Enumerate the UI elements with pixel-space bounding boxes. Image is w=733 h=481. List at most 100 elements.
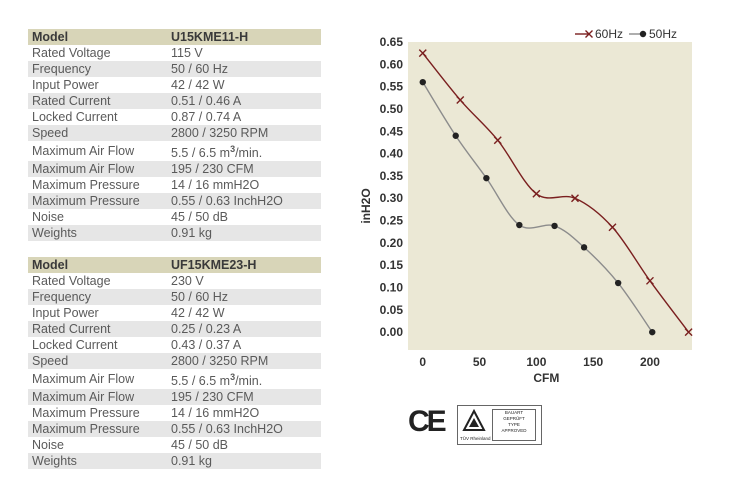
spec-value: 2800 / 3250 RPM <box>167 353 321 369</box>
spec-value: UF15KME23-H <box>167 257 321 273</box>
spec-label: Input Power <box>28 305 167 321</box>
spec-table-uf15kme23: Model UF15KME23-H Rated Voltage 230 V Freque… <box>28 257 321 470</box>
y-tick-label: 0.50 <box>380 102 404 116</box>
x-tick-label: 50 <box>473 355 487 369</box>
spec-label: Rated Voltage <box>28 273 167 289</box>
spec-value: 0.25 / 0.23 A <box>167 321 321 337</box>
spec-label: Weights <box>28 453 167 470</box>
spec-value: 0.43 / 0.37 A <box>167 337 321 353</box>
spec-row: Weights 0.91 kg <box>28 225 321 242</box>
spec-label: Maximum Pressure <box>28 177 167 194</box>
legend-marker-50Hz <box>639 30 647 38</box>
spec-label: Maximum Pressure <box>28 421 167 438</box>
y-tick-label: 0.35 <box>380 169 404 183</box>
spec-row: Noise 45 / 50 dB <box>28 209 321 226</box>
spec-value: 5.5 / 6.5 m3/min. <box>167 369 321 390</box>
tuv-label: TÜV Rheinland <box>460 436 491 441</box>
data-point-60Hz <box>493 136 502 145</box>
y-tick-label: 0.60 <box>380 57 404 71</box>
spec-value: 5.5 / 6.5 m3/min. <box>167 141 321 162</box>
y-tick-label: 0.45 <box>380 124 404 138</box>
spec-value: 195 / 230 CFM <box>167 389 321 406</box>
spec-row: Speed 2800 / 3250 RPM <box>28 353 321 369</box>
spec-value: 0.51 / 0.46 A <box>167 93 321 109</box>
legend-marker-60Hz <box>585 30 593 38</box>
y-tick-label: 0.20 <box>380 236 404 250</box>
spec-label: Maximum Pressure <box>28 193 167 210</box>
spec-label: Rated Current <box>28 321 167 337</box>
spec-row: Maximum Air Flow 5.5 / 6.5 m3/min. <box>28 141 321 162</box>
y-axis-label: inH2O <box>359 188 373 223</box>
series-line-50Hz <box>422 81 653 333</box>
y-tick-label: 0.30 <box>380 191 404 205</box>
y-tick-label: 0.05 <box>380 303 404 317</box>
spec-value: 42 / 42 W <box>167 77 321 93</box>
legend-label-50Hz: 50Hz <box>649 27 677 41</box>
data-point-60Hz <box>418 49 427 58</box>
data-point-60Hz <box>645 276 654 285</box>
spec-label: Frequency <box>28 61 167 77</box>
x-tick-label: 200 <box>640 355 660 369</box>
spec-row: Locked Current 0.87 / 0.74 A <box>28 109 321 125</box>
tuv-box-line: GEPRÜFT <box>503 416 525 421</box>
data-point-50Hz <box>551 222 558 230</box>
spec-label: Locked Current <box>28 337 167 353</box>
spec-value: 195 / 230 CFM <box>167 161 321 178</box>
spec-label: Noise <box>28 209 167 226</box>
x-tick-label: 100 <box>526 355 546 369</box>
spec-row: Maximum Pressure 14 / 16 mmH2O <box>28 405 321 422</box>
spec-label: Maximum Air Flow <box>28 161 167 178</box>
spec-value: 14 / 16 mmH2O <box>167 405 321 422</box>
data-point-60Hz <box>570 194 579 203</box>
data-point-60Hz <box>456 96 465 105</box>
unit-superscript: 3 <box>230 372 236 382</box>
data-point-50Hz <box>419 78 426 86</box>
tuv-box-line: APPROVED <box>501 428 527 433</box>
y-tick-label: 0.65 <box>380 35 404 49</box>
spec-label: Noise <box>28 437 167 454</box>
y-tick-label: 0.00 <box>380 325 404 339</box>
y-tick-label: 0.40 <box>380 147 404 161</box>
y-tick-label: 0.25 <box>380 214 404 228</box>
spec-label: Rated Current <box>28 93 167 109</box>
spec-label: Model <box>28 257 167 273</box>
spec-label: Maximum Air Flow <box>28 141 167 162</box>
spec-value: 2800 / 3250 RPM <box>167 125 321 141</box>
ce-mark: CE <box>408 405 447 438</box>
data-point-60Hz <box>684 328 693 337</box>
spec-label: Rated Voltage <box>28 45 167 61</box>
y-tick-label: 0.15 <box>380 258 404 272</box>
spec-row: Rated Voltage 115 V <box>28 45 321 61</box>
spec-label: Speed <box>28 353 167 369</box>
spec-row: Locked Current 0.43 / 0.37 A <box>28 337 321 353</box>
spec-value: 42 / 42 W <box>167 305 321 321</box>
data-point-50Hz <box>649 328 656 336</box>
data-point-50Hz <box>614 279 622 287</box>
performance-chart: 0.00 0.05 0.10 0.15 0.20 0.25 0.30 0.35 0.40 0.45… <box>359 27 693 385</box>
spec-row: Maximum Pressure 0.55 / 0.63 InchH2O <box>28 193 321 210</box>
data-point-50Hz <box>580 244 588 251</box>
spec-row: Frequency 50 / 60 Hz <box>28 61 321 77</box>
spec-label: Locked Current <box>28 109 167 125</box>
spec-label: Model <box>28 29 167 45</box>
spec-row: Speed 2800 / 3250 RPM <box>28 125 321 141</box>
spec-label: Weights <box>28 225 167 242</box>
tuv-triangle-icon <box>462 409 486 431</box>
spec-row: Rated Current 0.51 / 0.46 A <box>28 93 321 109</box>
spec-value: 115 V <box>167 45 321 61</box>
spec-value: U15KME11-H <box>167 29 321 45</box>
spec-label: Frequency <box>28 289 167 305</box>
spec-header-row: Model UF15KME23-H <box>28 257 321 273</box>
y-tick-label: 0.55 <box>380 80 404 94</box>
spec-value: 0.55 / 0.63 InchH2O <box>167 193 321 210</box>
data-point-60Hz <box>608 223 617 232</box>
data-point-50Hz <box>452 132 459 139</box>
tuv-approval-box: BAUART GEPRÜFT TYPE APPROVED <box>492 409 536 441</box>
spec-value: 230 V <box>167 273 321 289</box>
spec-label: Input Power <box>28 77 167 93</box>
spec-value: 50 / 60 Hz <box>167 61 321 77</box>
tuv-box-line: BAUART <box>504 410 524 415</box>
x-tick-label: 150 <box>583 355 603 369</box>
spec-value: 50 / 60 Hz <box>167 289 321 305</box>
spec-row: Rated Current 0.25 / 0.23 A <box>28 321 321 337</box>
